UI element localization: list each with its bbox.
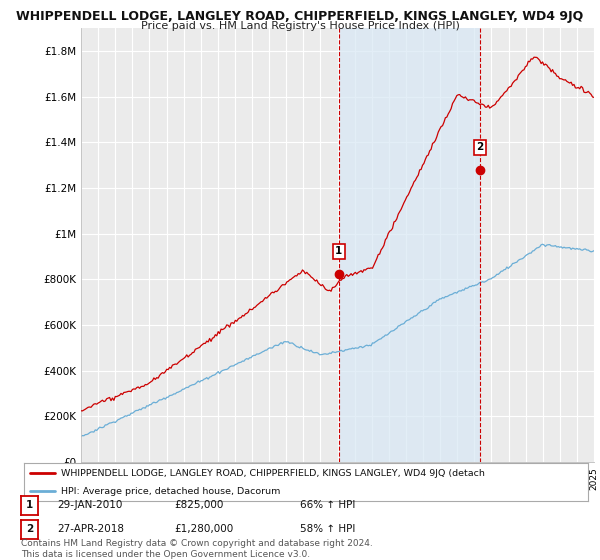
Text: 27-APR-2018: 27-APR-2018 <box>57 524 124 534</box>
Text: WHIPPENDELL LODGE, LANGLEY ROAD, CHIPPERFIELD, KINGS LANGLEY, WD4 9JQ (detach: WHIPPENDELL LODGE, LANGLEY ROAD, CHIPPER… <box>61 469 485 478</box>
Text: HPI: Average price, detached house, Dacorum: HPI: Average price, detached house, Daco… <box>61 487 280 496</box>
Text: 2: 2 <box>476 142 484 152</box>
Text: 58% ↑ HPI: 58% ↑ HPI <box>300 524 355 534</box>
Text: 2: 2 <box>26 525 33 534</box>
Text: Contains HM Land Registry data © Crown copyright and database right 2024.
This d: Contains HM Land Registry data © Crown c… <box>21 539 373 559</box>
Text: Price paid vs. HM Land Registry's House Price Index (HPI): Price paid vs. HM Land Registry's House … <box>140 21 460 31</box>
Text: 29-JAN-2010: 29-JAN-2010 <box>57 500 122 510</box>
Text: WHIPPENDELL LODGE, LANGLEY ROAD, CHIPPERFIELD, KINGS LANGLEY, WD4 9JQ: WHIPPENDELL LODGE, LANGLEY ROAD, CHIPPER… <box>16 10 584 22</box>
Text: £1,280,000: £1,280,000 <box>174 524 233 534</box>
Bar <box>339 28 480 462</box>
Text: 66% ↑ HPI: 66% ↑ HPI <box>300 500 355 510</box>
Text: 1: 1 <box>26 501 33 510</box>
Text: 1: 1 <box>335 246 343 256</box>
Text: £825,000: £825,000 <box>174 500 223 510</box>
